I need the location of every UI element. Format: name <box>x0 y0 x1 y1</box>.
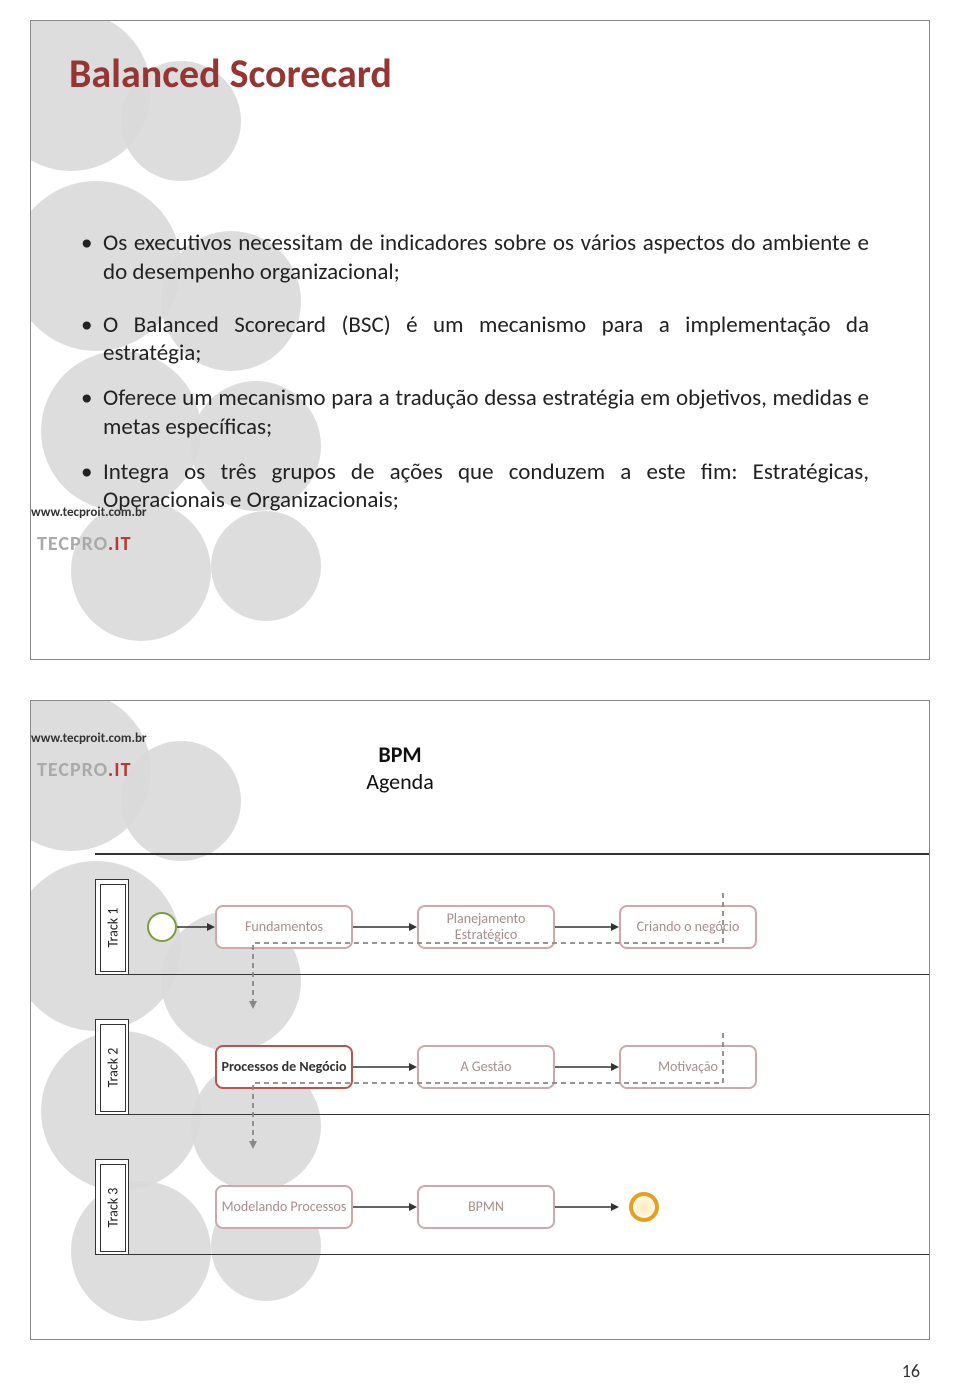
bullet-list: Os executivos necessitam de indicadores … <box>31 203 929 515</box>
logo-text: TECPRO.IT <box>37 532 131 556</box>
logo: TECPRO.IT <box>30 754 897 786</box>
track-label: Track 1 <box>105 908 122 948</box>
arrow-icon <box>177 921 215 933</box>
footer-url: www.tecproit.com.br <box>31 505 929 520</box>
arrow-icon <box>353 1201 417 1213</box>
task-box: Modelando Processos <box>215 1185 353 1229</box>
end-event-icon <box>629 1192 659 1222</box>
track-label-box: Track 3 <box>95 1159 129 1255</box>
task-box: BPMN <box>417 1185 555 1229</box>
logo-icon <box>30 754 31 786</box>
track-label-box: Track 1 <box>95 879 129 975</box>
bullet-item: Oferece um mecanismo para a tradução des… <box>81 384 869 442</box>
slide-title: Balanced Scorecard <box>31 21 929 98</box>
arrow-icon <box>555 1201 619 1213</box>
track-label-box: Track 2 <box>95 1019 129 1115</box>
slide-1: Balanced Scorecard Os executivos necessi… <box>30 20 930 660</box>
logo: TECPRO.IT <box>30 528 897 560</box>
agenda-underline <box>95 853 930 855</box>
slide-2: BPM Agenda Track 1 Fundamentos Planejame… <box>30 700 930 1340</box>
dashed-connector <box>249 893 729 1011</box>
footer-url: www.tecproit.com.br <box>31 731 929 746</box>
logo-text: TECPRO.IT <box>37 758 131 782</box>
dashed-connector <box>249 1033 729 1151</box>
logo-icon <box>30 528 31 560</box>
track-lane: Modelando Processos BPMN <box>129 1159 930 1255</box>
track-label: Track 2 <box>105 1048 122 1088</box>
bullet-item: Os executivos necessitam de indicadores … <box>81 229 869 287</box>
bullet-item: O Balanced Scorecard (BSC) é um mecanism… <box>81 311 869 369</box>
page-number: 16 <box>902 1360 920 1382</box>
executive-icon <box>30 116 31 216</box>
track-label: Track 3 <box>105 1188 122 1228</box>
start-event-icon <box>147 912 177 942</box>
